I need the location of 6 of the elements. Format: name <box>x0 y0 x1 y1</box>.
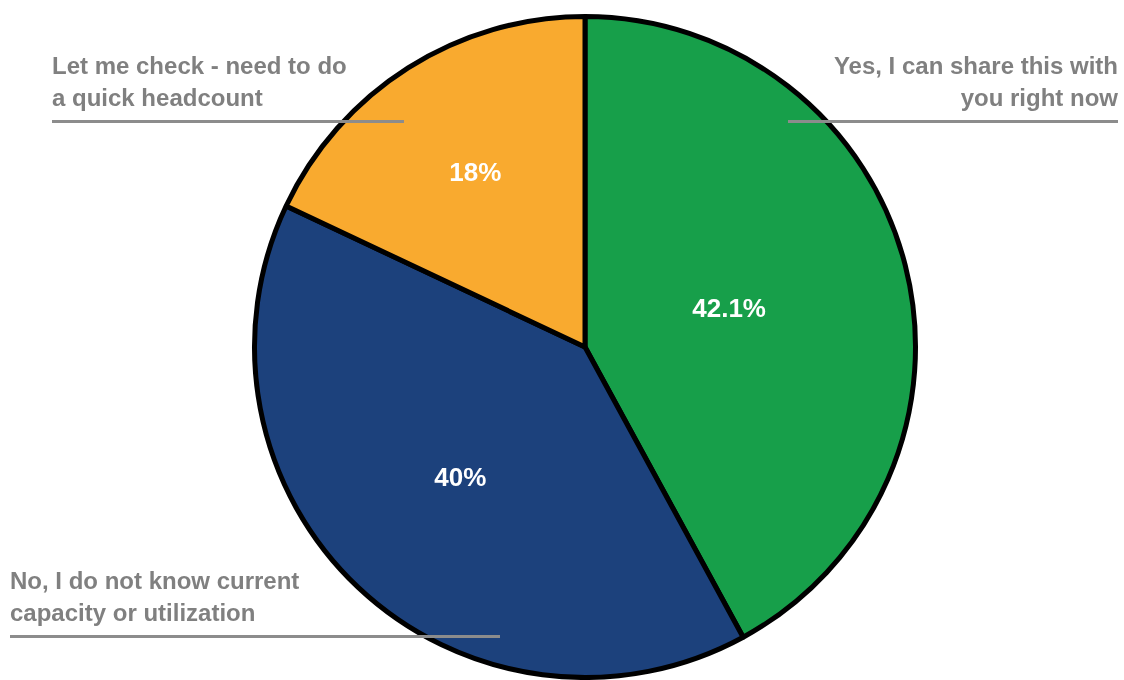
data-label: 40% <box>434 462 487 493</box>
data-label: 18% <box>449 157 502 188</box>
slice-label: Let me check - need to do a quick headcount <box>52 51 348 113</box>
slice-label: Yes, I can share this with you right now <box>832 51 1118 113</box>
data-label: 42.1% <box>692 293 766 324</box>
slice-label: No, I do not know current capacity or utilization <box>10 566 301 628</box>
